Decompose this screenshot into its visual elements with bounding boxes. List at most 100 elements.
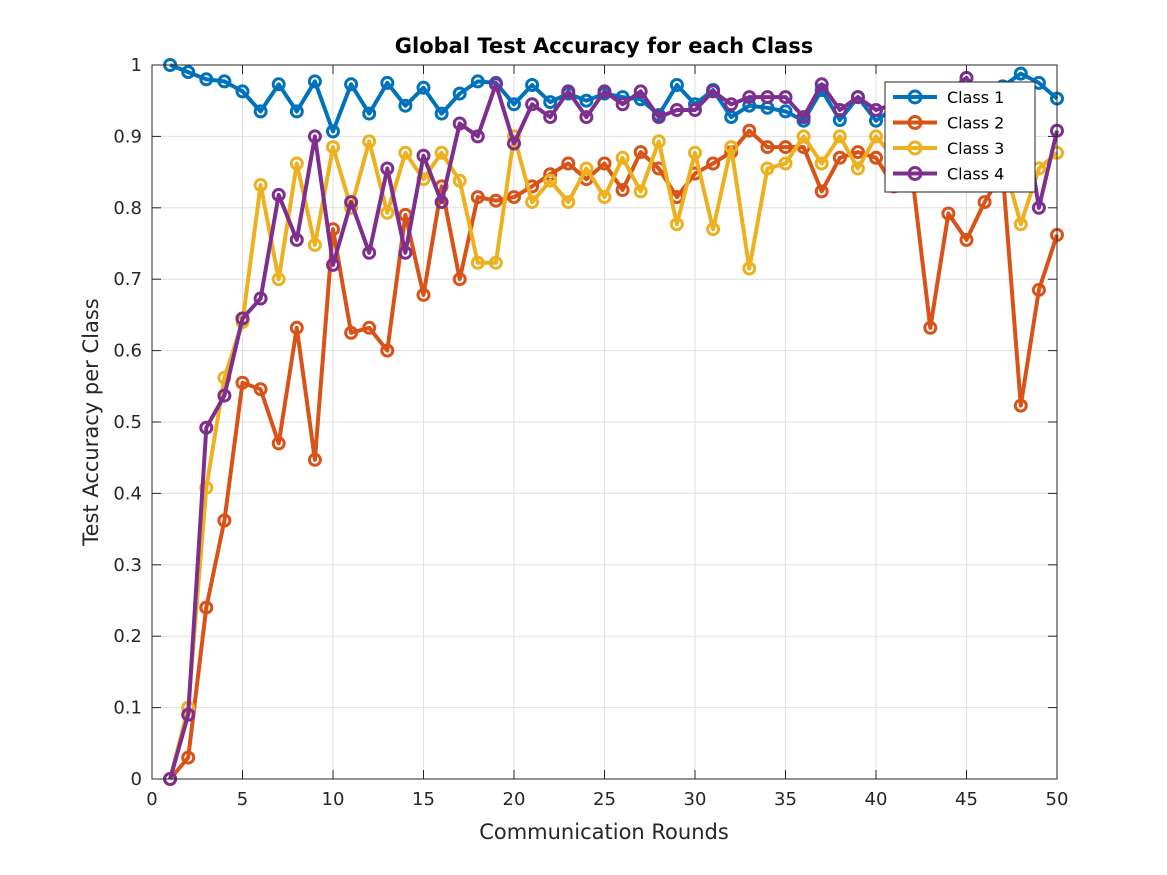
data-point [1031, 282, 1046, 297]
data-point [615, 150, 630, 165]
data-point [923, 320, 938, 335]
data-point [488, 77, 503, 92]
y-tick-label: 0.2 [113, 626, 142, 647]
data-point [688, 145, 702, 160]
data-point [488, 193, 503, 208]
data-point [362, 245, 377, 260]
y-tick-label: 1 [131, 55, 142, 76]
data-point [579, 110, 594, 125]
data-point [669, 103, 684, 117]
data-point [398, 145, 413, 160]
data-point [633, 84, 648, 99]
data-point [850, 161, 865, 176]
data-point [271, 436, 286, 451]
data-point [1013, 217, 1028, 232]
data-point [470, 255, 485, 270]
data-point [289, 156, 304, 171]
data-point [398, 98, 413, 113]
data-point [470, 74, 485, 89]
data-point [416, 80, 431, 95]
data-point [760, 90, 775, 105]
y-tick-label: 0.7 [113, 269, 142, 290]
data-point [1013, 66, 1028, 81]
x-tick-label: 45 [955, 789, 978, 810]
data-point [543, 110, 558, 125]
data-point [181, 707, 196, 722]
data-point [869, 129, 883, 144]
data-point [742, 98, 757, 113]
y-axis-label: Test Accuracy per Class [79, 298, 103, 546]
x-tick-label: 25 [593, 789, 616, 810]
y-tick-label: 0.4 [113, 483, 142, 504]
x-tick-label: 5 [237, 789, 248, 810]
x-tick-label: 40 [865, 789, 888, 810]
data-point [199, 600, 214, 615]
data-point [742, 90, 757, 105]
y-tick-label: 0.5 [113, 412, 142, 433]
data-point [253, 104, 268, 119]
data-point [199, 420, 214, 435]
legend-label: Class 3 [947, 139, 1004, 158]
data-point [507, 97, 521, 112]
data-point [760, 140, 775, 155]
data-point [307, 74, 322, 89]
data-point [416, 148, 431, 163]
data-point [434, 106, 449, 121]
data-point [724, 110, 739, 125]
data-point [850, 145, 865, 160]
data-point [470, 129, 485, 144]
data-point [307, 452, 322, 467]
data-point [633, 145, 648, 160]
data-point [181, 65, 196, 80]
data-point [561, 156, 576, 171]
data-point [869, 150, 883, 165]
data-point [271, 77, 286, 92]
data-point [253, 291, 268, 306]
x-tick-label: 30 [684, 789, 707, 810]
data-point [724, 97, 739, 112]
data-point [742, 261, 757, 276]
data-point [398, 245, 413, 260]
data-point [525, 195, 540, 210]
data-point [380, 343, 395, 358]
data-point [452, 173, 467, 188]
data-point [235, 84, 250, 99]
data-point [507, 190, 521, 205]
y-tick-label: 0.6 [113, 341, 142, 362]
data-point [362, 106, 377, 121]
data-point [778, 104, 793, 119]
data-point [814, 77, 829, 92]
legend-marker [907, 140, 923, 156]
y-tick-label: 0 [131, 769, 142, 790]
data-point [326, 257, 340, 272]
data-point [814, 156, 829, 171]
data-point [217, 513, 232, 528]
data-point [525, 78, 540, 92]
data-point [633, 184, 648, 199]
legend-marker [907, 166, 923, 181]
x-tick-label: 35 [774, 789, 797, 810]
data-point [326, 124, 340, 139]
x-tick-label: 20 [503, 789, 526, 810]
data-point [561, 195, 576, 210]
data-point [832, 129, 847, 144]
data-point [253, 382, 268, 397]
data-point [235, 311, 250, 326]
data-point [398, 207, 413, 222]
data-point [941, 206, 956, 221]
data-point [452, 272, 467, 287]
data-point [778, 140, 793, 155]
data-point [597, 84, 612, 99]
data-point [217, 388, 232, 403]
data-point [380, 75, 395, 90]
y-tick-label: 0.1 [113, 698, 142, 719]
data-point [796, 110, 811, 125]
axis-ticks: 0 5 10 15 20 25 30 35 40 45 50 0 0.1 0.2 0.3 0.4 0.5 0.6 0… [113, 55, 1068, 810]
data-point [452, 116, 467, 131]
data-point [344, 195, 359, 210]
data-point [507, 136, 521, 151]
data-point [669, 217, 684, 232]
data-point [271, 187, 286, 202]
